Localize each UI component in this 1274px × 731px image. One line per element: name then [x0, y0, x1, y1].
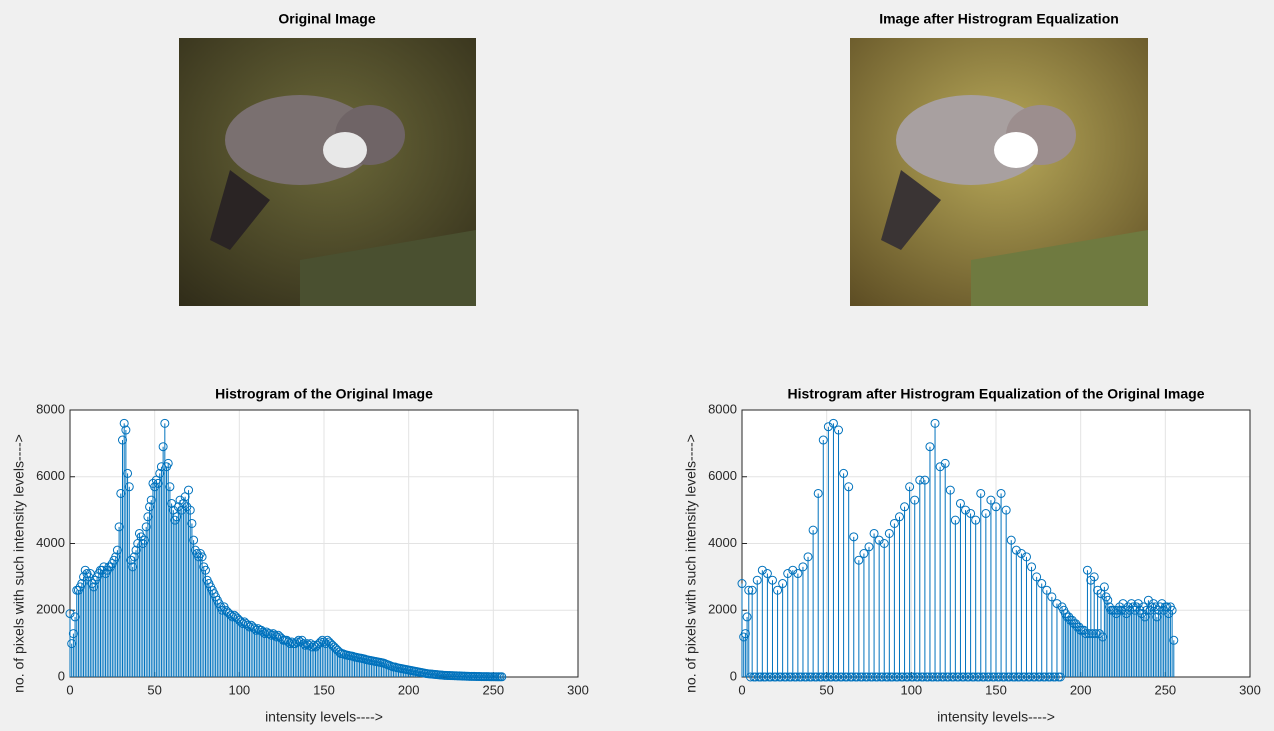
- y-tick-label: 2000: [36, 602, 65, 617]
- chart-title: Histrogram of the Original Image: [215, 386, 433, 402]
- x-tick-label: 200: [1070, 682, 1092, 697]
- y-tick-label: 6000: [708, 468, 737, 483]
- x-tick-label: 300: [567, 682, 589, 697]
- y-tick-label: 6000: [36, 468, 65, 483]
- y-tick-label: 8000: [708, 401, 737, 416]
- y-tick-label: 2000: [708, 602, 737, 617]
- x-axis-label: intensity levels---->: [265, 709, 383, 725]
- image-title: Image after Histrogram Equalization: [879, 11, 1119, 27]
- x-tick-label: 300: [1239, 682, 1261, 697]
- x-tick-label: 250: [1154, 682, 1176, 697]
- x-tick-label: 0: [66, 682, 73, 697]
- x-tick-label: 100: [228, 682, 250, 697]
- y-tick-label: 0: [730, 668, 737, 683]
- x-tick-label: 50: [147, 682, 161, 697]
- y-tick-label: 8000: [36, 401, 65, 416]
- x-tick-label: 200: [398, 682, 420, 697]
- x-tick-label: 50: [819, 682, 833, 697]
- y-tick-label: 0: [58, 668, 65, 683]
- image-title: Original Image: [278, 11, 375, 27]
- x-tick-label: 0: [738, 682, 745, 697]
- y-axis-label: no. of pixels with such intensity levels…: [11, 434, 27, 693]
- y-tick-label: 4000: [36, 535, 65, 550]
- figure: Original Image Image after Histrogram Eq…: [0, 0, 1274, 731]
- chart-title: Histrogram after Histrogram Equalization…: [788, 386, 1205, 402]
- image-original: [179, 38, 476, 306]
- x-tick-label: 150: [313, 682, 335, 697]
- x-tick-label: 100: [900, 682, 922, 697]
- y-axis-label: no. of pixels with such intensity levels…: [683, 434, 699, 693]
- x-tick-label: 150: [985, 682, 1007, 697]
- image-equalized: [850, 38, 1148, 306]
- x-axis-label: intensity levels---->: [937, 709, 1055, 725]
- x-tick-label: 250: [482, 682, 504, 697]
- y-tick-label: 4000: [708, 535, 737, 550]
